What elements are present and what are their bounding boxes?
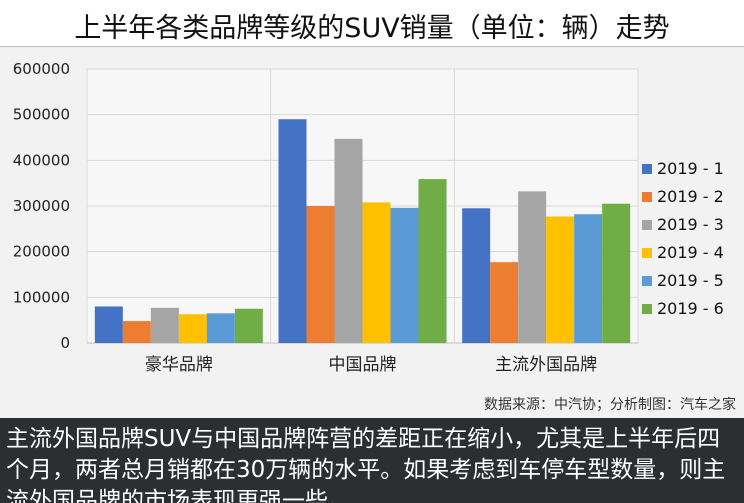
x-category-label: 主流外国品牌	[495, 355, 597, 375]
bar	[178, 314, 207, 343]
bar	[122, 321, 151, 343]
bar	[546, 216, 575, 343]
source-note: 数据来源：中汽协；分析制图：汽车之家	[484, 396, 736, 413]
bar	[602, 203, 631, 343]
bar	[278, 119, 307, 343]
legend-label: 2019 - 1	[657, 159, 724, 178]
y-tick-label: 0	[60, 334, 70, 352]
bar	[390, 207, 419, 343]
legend-label: 2019 - 3	[657, 215, 724, 234]
bar	[518, 191, 547, 343]
y-tick-label: 500000	[13, 106, 70, 124]
caption-text: 主流外国品牌SUV与中国品牌阵营的差距正在缩小，尤其是上半年后四个月，两者总月销…	[6, 426, 726, 503]
legend-swatch	[642, 220, 652, 230]
legend-label: 2019 - 5	[657, 271, 724, 290]
legend-label: 2019 - 4	[657, 243, 724, 262]
bar	[490, 262, 519, 343]
legend-swatch	[642, 164, 652, 174]
bar	[418, 179, 447, 343]
bar	[234, 308, 263, 343]
caption-panel: 主流外国品牌SUV与中国品牌阵营的差距正在缩小，尤其是上半年后四个月，两者总月销…	[0, 418, 744, 503]
y-tick-label: 100000	[13, 288, 70, 306]
chart-title: 上半年各类品牌等级的SUV销量（单位：辆）走势	[74, 13, 670, 44]
bar	[574, 214, 603, 343]
legend-swatch	[642, 304, 652, 314]
y-tick-label: 200000	[13, 243, 70, 261]
y-tick-label: 400000	[13, 151, 70, 169]
legend-label: 2019 - 6	[657, 299, 724, 318]
bar	[462, 208, 491, 343]
legend-label: 2019 - 2	[657, 187, 724, 206]
chart-area: 0 100000 200000 300000 400000 500000 600000 豪华品…	[0, 46, 744, 418]
bar	[94, 306, 123, 343]
bar	[150, 307, 179, 343]
bar-chart: 0 100000 200000 300000 400000 500000 600000 豪华品…	[13, 60, 736, 413]
bar	[334, 138, 363, 343]
bar	[306, 206, 335, 343]
x-category-label: 豪华品牌	[145, 354, 213, 375]
legend-swatch	[642, 248, 652, 258]
legend-swatch	[642, 192, 652, 202]
bar	[362, 202, 391, 343]
y-tick-label: 300000	[13, 197, 70, 215]
y-tick-label: 600000	[13, 60, 70, 78]
x-category-label: 中国品牌	[329, 355, 397, 375]
bar	[206, 313, 235, 343]
legend-swatch	[642, 276, 652, 286]
